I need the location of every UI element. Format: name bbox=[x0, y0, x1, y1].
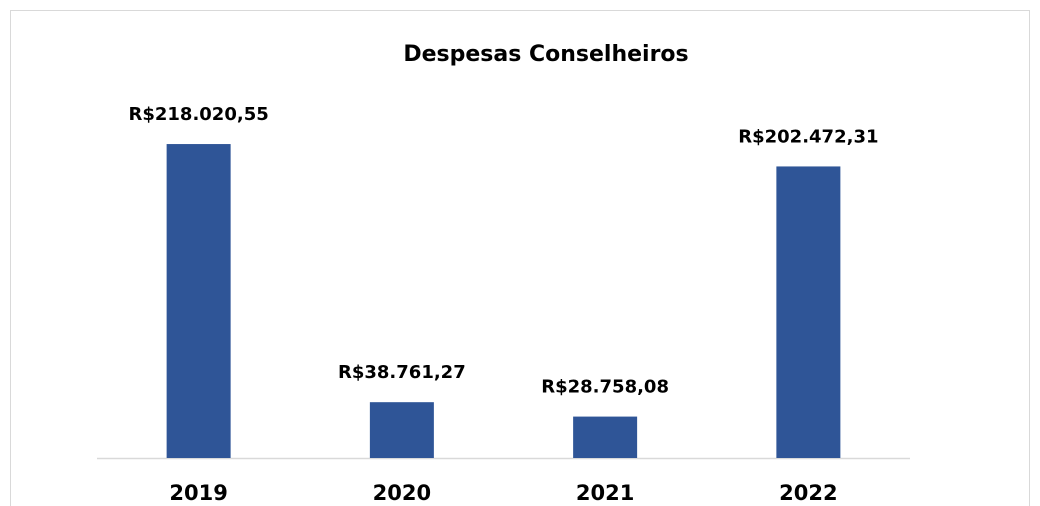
bar bbox=[369, 402, 434, 458]
chart-border bbox=[10, 10, 1030, 506]
bar bbox=[573, 416, 638, 458]
bar bbox=[166, 144, 231, 458]
x-tick-label: 2021 bbox=[576, 481, 634, 505]
chart-title: Despesas Conselheiros bbox=[403, 42, 688, 67]
x-tick-label: 2020 bbox=[373, 481, 431, 505]
data-label: R$38.761,27 bbox=[338, 362, 466, 383]
data-label: R$202.472,31 bbox=[738, 126, 878, 147]
x-tick-label: 2019 bbox=[169, 481, 227, 505]
bar bbox=[776, 166, 841, 458]
data-label: R$28.758,08 bbox=[541, 377, 669, 398]
data-label: R$218.020,55 bbox=[128, 104, 268, 125]
x-tick-label: 2022 bbox=[779, 481, 837, 505]
